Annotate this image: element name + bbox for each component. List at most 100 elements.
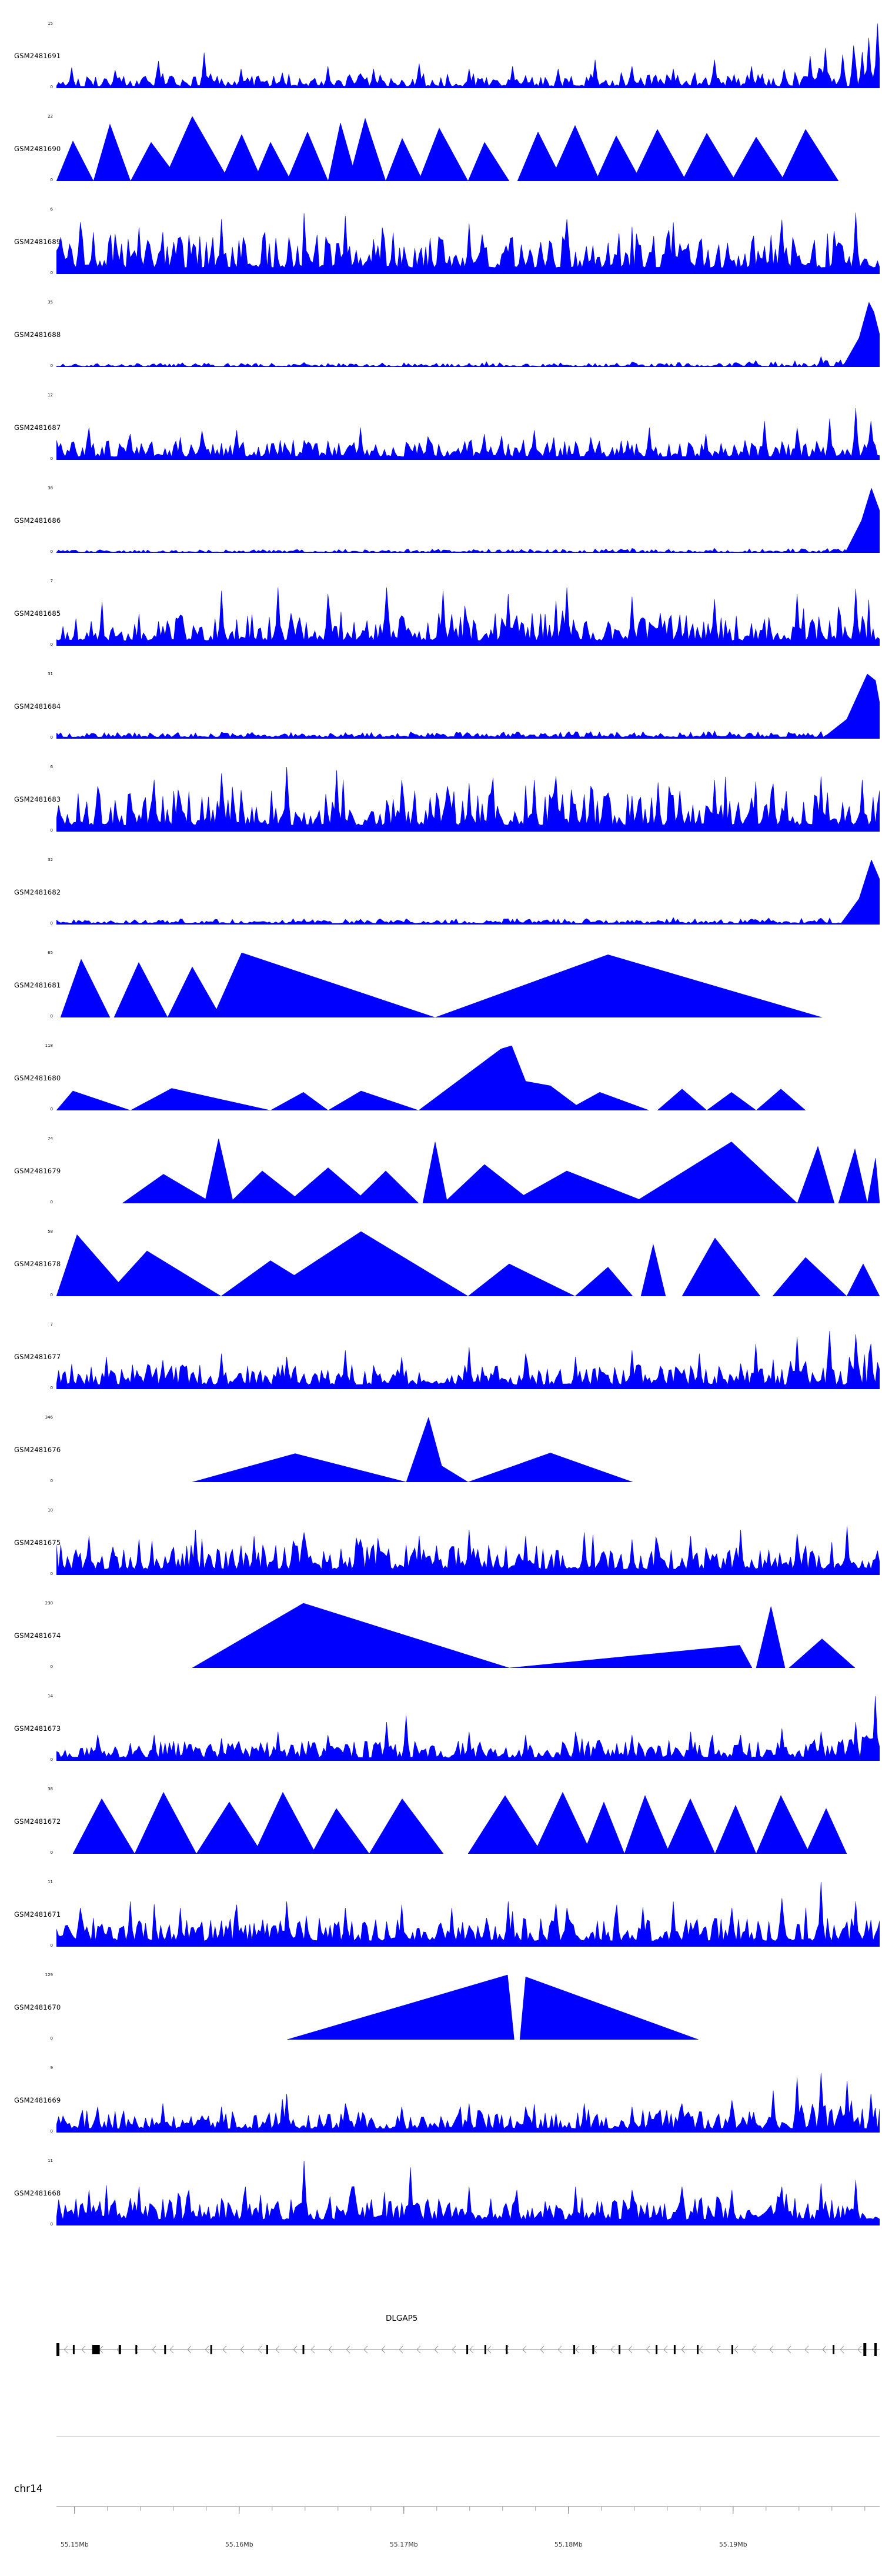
signal-peak	[467, 1453, 633, 1482]
signal-track-row: GSM2481672 38 0	[0, 1778, 882, 1871]
signal-plot	[56, 1046, 806, 1110]
signal-plot	[56, 1882, 880, 1947]
exon-box	[266, 2345, 268, 2354]
signal-area	[56, 212, 880, 274]
genome-axis-track: chr14 55.15Mb 55.16Mb 55.17Mb 55.18Mb 55.19M…	[0, 2382, 882, 2576]
y-axis-max-label: 10	[48, 1508, 53, 1513]
strand-arrow-icon	[187, 2345, 192, 2354]
exon-box	[506, 2345, 508, 2354]
signal-peak	[756, 1795, 810, 1854]
signal-plot	[56, 860, 880, 925]
y-axis-zero-label: 0	[50, 549, 53, 554]
signal-plot	[286, 1975, 699, 2040]
signal-plot	[56, 212, 880, 274]
y-axis-zero-label: 0	[50, 2036, 53, 2041]
y-axis-max-label: 31	[48, 672, 53, 676]
signal-track-row: GSM2481684 31 0	[0, 663, 882, 756]
strand-arrow-icon	[575, 2345, 580, 2354]
strand-arrow-icon	[540, 2345, 544, 2354]
signal-peak	[93, 124, 131, 181]
signal-peak	[632, 129, 687, 181]
signal-peak	[204, 1139, 234, 1203]
signal-peak	[780, 129, 839, 181]
signal-peak	[130, 1088, 271, 1110]
signal-track-row: GSM2481690 22 0	[0, 106, 882, 199]
y-axis-max-label: 12	[48, 393, 53, 398]
signal-track-row: GSM2481688 35 0	[0, 292, 882, 385]
gene-name-label: DLGAP5	[386, 2314, 418, 2323]
track-sample-label: GSM2481668	[14, 2189, 61, 2197]
strand-arrow-icon	[469, 2345, 474, 2354]
exon-box	[697, 2345, 699, 2354]
y-axis-max-label: 15	[48, 21, 53, 26]
signal-plot	[56, 767, 880, 832]
signal-peak	[328, 122, 358, 181]
strand-arrow-icon	[522, 2345, 527, 2354]
y-axis-zero-label: 0	[50, 2129, 53, 2134]
track-sample-label: GSM2481672	[14, 1817, 61, 1826]
y-axis-max-label: 22	[48, 114, 53, 119]
signal-peak	[574, 1267, 633, 1296]
signal-track-row: GSM2481668 11 0	[0, 2150, 882, 2243]
signal-peak	[418, 1046, 584, 1110]
signal-peak	[113, 962, 168, 1017]
signal-peak	[253, 1791, 316, 1854]
signal-peak	[286, 1167, 370, 1203]
signal-plot	[192, 1603, 856, 1668]
signal-track-row: GSM2481677 7 0	[0, 1314, 882, 1407]
gene-model-plot	[56, 2343, 880, 2356]
track-sample-label: GSM2481682	[14, 888, 61, 896]
signal-area	[56, 767, 880, 832]
y-axis-max-label: 230	[45, 1601, 53, 1606]
strand-arrow-icon	[346, 2345, 350, 2354]
strand-arrow-icon	[857, 2345, 862, 2354]
tracks-container: GSM2481691 15 0 GSM2481690 22 0 GSM2481689 6 0 GS…	[0, 21, 882, 2243]
y-axis-zero-label: 0	[50, 1479, 53, 1483]
track-sample-label: GSM2481673	[14, 1724, 61, 1733]
signal-area	[56, 1696, 880, 1761]
strand-arrow-icon	[205, 2345, 209, 2354]
signal-peak	[509, 1170, 650, 1203]
exon-box	[863, 2343, 867, 2356]
signal-track-row: GSM2481683 6 0	[0, 756, 882, 849]
signal-area	[56, 24, 880, 88]
signal-peak	[624, 1795, 670, 1854]
signal-peak	[714, 1804, 757, 1854]
track-sample-label: GSM2481691	[14, 52, 61, 60]
exon-box	[210, 2345, 212, 2354]
signal-peak	[681, 132, 736, 181]
y-axis-max-label: 38	[48, 486, 53, 490]
axis-tick-label: 55.15Mb	[61, 2541, 89, 2548]
gene-track: DLGAP5	[0, 2243, 882, 2382]
y-axis-zero-label: 0	[50, 271, 53, 275]
track-sample-label: GSM2481689	[14, 238, 61, 246]
axis-tick-label: 55.19Mb	[719, 2541, 747, 2548]
signal-peak	[731, 136, 786, 181]
exon-box	[135, 2345, 138, 2354]
strand-arrow-icon	[258, 2345, 262, 2354]
track-sample-label: GSM2481686	[14, 516, 61, 525]
y-axis-zero-label: 0	[50, 921, 53, 926]
signal-plot	[56, 302, 880, 367]
signal-peak	[595, 135, 642, 181]
y-axis-zero-label: 0	[50, 735, 53, 740]
signal-peak	[56, 1090, 131, 1110]
track-sample-label: GSM2481674	[14, 1631, 61, 1640]
signal-area	[56, 548, 880, 553]
y-axis-zero-label: 0	[50, 178, 53, 182]
y-axis-zero-label: 0	[50, 1571, 53, 1576]
signal-peak	[220, 134, 263, 181]
strand-arrow-icon	[646, 2345, 650, 2354]
signal-peak	[867, 1157, 880, 1203]
signal-plot	[56, 2073, 880, 2133]
strand-arrow-icon	[840, 2345, 844, 2354]
y-axis-max-label: 38	[48, 1787, 53, 1791]
track-sample-label: GSM2481678	[14, 1260, 61, 1268]
signal-plot	[56, 116, 839, 181]
exon-box	[731, 2345, 733, 2354]
signal-plot	[192, 1417, 633, 1482]
signal-plot	[122, 1139, 880, 1203]
signal-area	[56, 356, 880, 367]
signal-track-row: GSM2481670 129 0	[0, 1964, 882, 2057]
signal-track-row: GSM2481681 65 0	[0, 942, 882, 1035]
